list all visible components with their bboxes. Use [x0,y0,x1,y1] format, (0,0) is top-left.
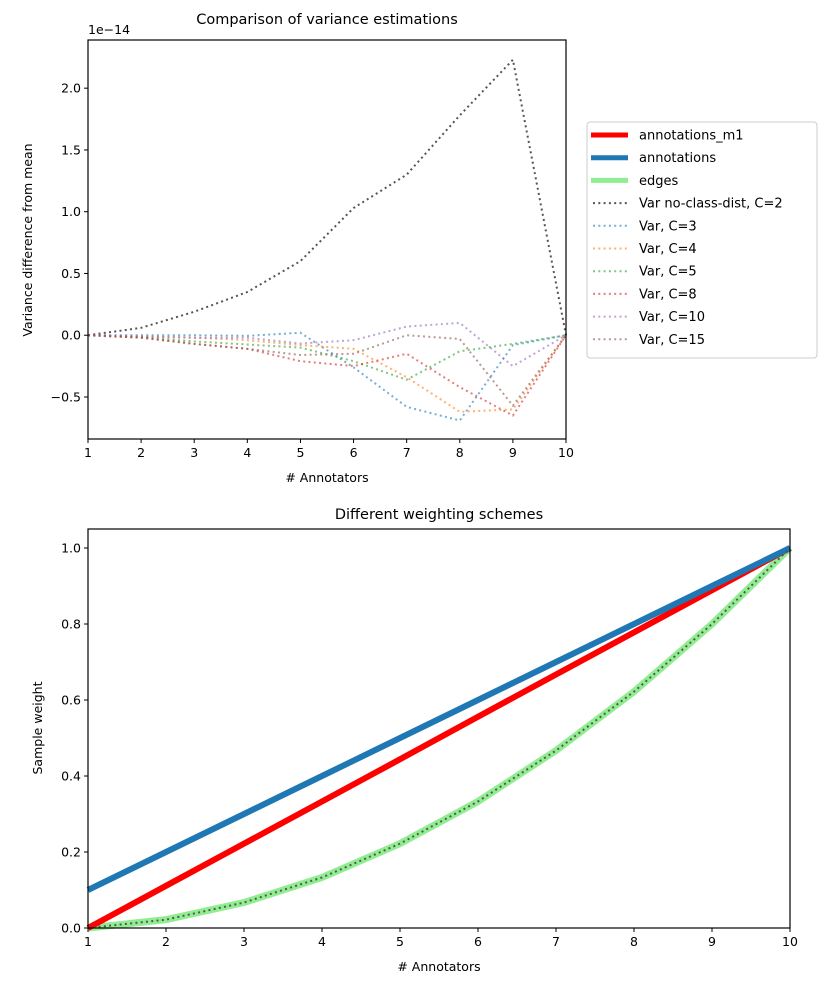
x-tick-label: 2 [162,934,170,949]
x-tick-label: 3 [190,445,198,460]
series-line [87,547,791,929]
y-tick-label: 1.0 [61,541,81,556]
legend-item-var-c-4: Var, C=4 [593,242,697,257]
x-tick-label: 6 [474,934,482,949]
y-tick-label: 0.2 [61,845,81,860]
chart1-x-ticks: 1 2 3 4 5 6 7 8 9 10 [84,439,574,460]
legend-label: Var no-class-dist, C=2 [639,197,783,212]
chart1-plot-area [87,57,567,422]
x-tick-label: 8 [456,445,464,460]
x-tick-label: 10 [782,934,798,949]
legend-item-edges: edges [591,174,679,189]
legend-label: edges [639,174,679,189]
legend-item-var-no-class-dist-c-2: Var no-class-dist, C=2 [593,197,783,212]
legend-frame [586,121,818,359]
y-tick-label: 1.5 [61,142,81,157]
y-tick-label: 1.0 [61,204,81,219]
x-tick-label: 9 [509,445,517,460]
legend-item-var-c-15: Var, C=15 [593,333,705,348]
x-tick-label: 1 [84,934,92,949]
chart1-title: Comparison of variance estimations [196,12,458,28]
x-tick-label: 4 [243,445,251,460]
legend-item-annotations: annotations [591,151,716,166]
y-tick-label: 0.0 [61,328,81,343]
y-tick-label: 0.4 [61,769,81,784]
legend-item-var-c-8: Var, C=8 [593,287,697,302]
series-var-c-15 [87,334,567,408]
x-tick-label: 8 [630,934,638,949]
y-tick-label: 0.0 [61,921,81,936]
y-tick-label: 0.8 [61,617,81,632]
legend: annotations_m1 annotations edges Var no-cla… [586,121,818,359]
x-tick-label: 5 [296,445,304,460]
series-edges-dotted-overlay [87,547,791,929]
y-tick-label: 2.0 [61,81,81,96]
chart2-x-ticks: 1 2 3 4 5 6 7 8 9 10 [84,928,798,949]
x-tick-label: 6 [350,445,358,460]
series-var-c-10 [87,321,567,368]
series-annotations [86,545,792,893]
series-line [86,545,792,893]
variance-chart: Comparison of variance estimations 1e−14… [20,12,818,485]
x-tick-label: 1 [84,445,92,460]
y-tick-label: −0.5 [51,390,81,405]
legend-item-var-c-5: Var, C=5 [593,265,697,280]
x-tick-label: 4 [318,934,326,949]
legend-label: Var, C=10 [639,310,705,325]
chart1-offset-text: 1e−14 [88,22,130,37]
chart1-y-ticks: −0.5 0.0 0.5 1.0 1.5 2.0 [51,81,88,405]
legend-label: annotations_m1 [639,129,744,144]
legend-label: Var, C=3 [639,219,697,234]
series-line [87,57,567,337]
chart2-x-axis-label: # Annotators [397,959,480,974]
chart2-y-axis-label: Sample weight [30,681,45,774]
legend-item-annotations-m1: annotations_m1 [591,129,744,144]
weighting-chart: Different weighting schemes 1 2 3 4 5 6 7 8 9 10 … [30,507,798,974]
x-tick-label: 9 [708,934,716,949]
x-tick-label: 3 [240,934,248,949]
series-line [88,331,567,422]
legend-label: Var, C=4 [639,242,697,257]
series-line [87,321,567,368]
x-tick-label: 5 [396,934,404,949]
chart1-x-axis-label: # Annotators [285,470,368,485]
series-var-c-3 [88,331,567,422]
series-line [86,545,792,931]
legend-label: Var, C=8 [639,287,697,302]
x-tick-label: 7 [403,445,411,460]
y-tick-label: 0.5 [61,266,81,281]
chart1-axes-frame [87,39,567,440]
legend-label: annotations [639,151,716,166]
x-tick-label: 7 [552,934,560,949]
chart2-title: Different weighting schemes [335,507,543,523]
legend-label: Var, C=5 [639,265,697,280]
chart1-y-axis-label: Variance difference from mean [20,143,35,336]
chart2-axes-frame [87,528,791,929]
legend-item-var-c-10: Var, C=10 [593,310,705,325]
x-tick-label: 10 [558,445,574,460]
series-line [87,334,567,408]
y-tick-label: 0.6 [61,693,81,708]
x-tick-label: 2 [137,445,145,460]
legend-label: Var, C=15 [639,333,705,348]
legend-item-var-c-3: Var, C=3 [593,219,697,234]
series-var-no-class-dist-c-2 [87,57,567,337]
chart2-y-ticks: 0.0 0.2 0.4 0.6 0.8 1.0 [61,541,88,936]
series-annotations-m1 [86,545,792,931]
chart2-plot-area [86,545,793,932]
